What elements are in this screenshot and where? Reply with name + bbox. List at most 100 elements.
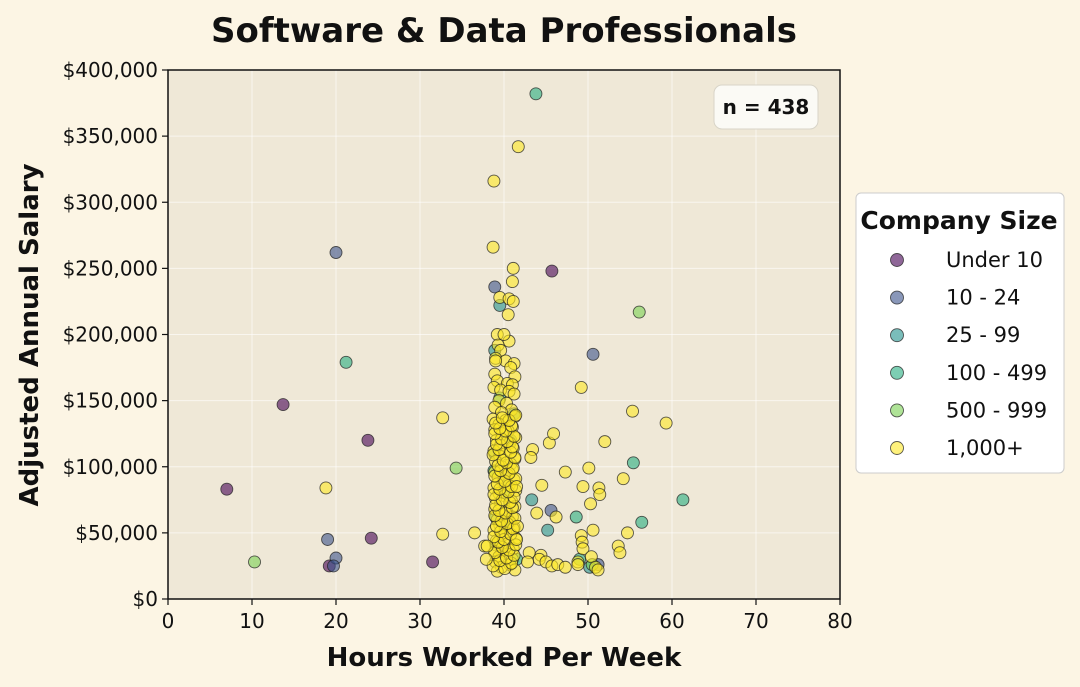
data-point	[521, 555, 534, 569]
data-point	[511, 140, 525, 154]
data-point	[574, 380, 588, 394]
data-point	[535, 478, 549, 492]
legend-title: Company Size	[860, 206, 1057, 235]
data-point	[487, 174, 501, 188]
data-point	[586, 523, 600, 537]
legend-marker	[890, 328, 904, 343]
data-point	[321, 533, 335, 546]
data-point	[364, 531, 378, 545]
data-point	[426, 555, 440, 569]
y-axis-ticks: $0 $50,000 $100,000 $150,000 $200,000 $250,00…	[63, 58, 168, 611]
data-point	[549, 510, 563, 524]
data-point	[621, 526, 634, 540]
data-point	[613, 546, 627, 560]
legend-label: 100 - 499	[946, 361, 1047, 385]
x-tick-label: 20	[323, 609, 348, 633]
data-point	[506, 294, 520, 308]
data-point	[505, 275, 519, 289]
data-point	[541, 523, 555, 537]
data-point	[507, 387, 521, 401]
data-point	[489, 354, 503, 368]
legend-marker	[890, 253, 904, 267]
data-point	[547, 427, 561, 441]
y-tick-label: $250,000	[63, 256, 158, 280]
data-point	[479, 552, 493, 566]
data-point	[488, 280, 502, 294]
data-point	[584, 497, 597, 511]
legend-marker	[890, 290, 904, 305]
data-point	[659, 416, 673, 430]
y-tick-label: $400,000	[63, 58, 158, 82]
legend: Company Size Under 10 10 - 24 25 - 99 100 -…	[855, 192, 1065, 474]
x-tick-label: 30	[407, 609, 432, 633]
data-point	[510, 519, 524, 533]
data-point	[510, 533, 524, 546]
legend-label: 500 - 999	[946, 398, 1047, 422]
data-point	[632, 305, 646, 319]
data-point	[327, 559, 340, 573]
data-point	[576, 542, 590, 556]
y-tick-label: $150,000	[63, 389, 158, 413]
data-point	[626, 404, 639, 418]
data-point	[558, 465, 572, 479]
data-point	[506, 261, 520, 275]
data-point	[509, 408, 523, 422]
data-point	[501, 308, 515, 322]
data-point	[530, 506, 544, 520]
annotation-box	[713, 84, 819, 130]
y-tick-label: $350,000	[63, 124, 158, 148]
y-tick-label: $100,000	[63, 455, 158, 479]
data-point	[276, 398, 290, 412]
x-tick-label: 60	[659, 609, 684, 633]
data-point	[525, 493, 539, 507]
data-point	[529, 87, 543, 101]
x-axis-label: Hours Worked Per Week	[327, 643, 682, 673]
x-tick-label: 80	[827, 609, 852, 633]
legend-marker	[890, 365, 904, 380]
sample-size-annotation: n = 438	[713, 84, 819, 130]
data-point	[626, 456, 640, 470]
data-point	[582, 461, 596, 475]
data-point	[593, 488, 607, 501]
y-axis-label: Adjusted Annual Salary	[15, 163, 45, 506]
data-point	[436, 527, 450, 541]
data-point	[510, 480, 524, 494]
data-point	[449, 461, 463, 475]
data-point	[598, 435, 612, 449]
data-point	[524, 451, 538, 464]
data-point	[339, 355, 353, 369]
legend-label: 10 - 24	[946, 286, 1020, 310]
legend-label: Under 10	[946, 248, 1043, 272]
legend-box	[855, 192, 1065, 474]
data-point	[329, 246, 343, 259]
data-point	[480, 539, 494, 553]
x-axis-ticks: 0 10 20 30 40 50 60 70 80	[162, 599, 853, 633]
data-point	[486, 240, 500, 254]
data-point	[571, 558, 585, 572]
annotation-text: n = 438	[723, 95, 810, 119]
x-tick-label: 40	[491, 609, 516, 633]
x-tick-label: 10	[239, 609, 264, 633]
legend-marker	[890, 441, 904, 455]
data-point	[576, 480, 590, 494]
data-point	[616, 472, 630, 486]
legend-label: 25 - 99	[946, 323, 1020, 347]
y-tick-label: $0	[133, 587, 158, 611]
data-point	[495, 411, 509, 425]
data-point	[436, 411, 450, 425]
legend-items: Under 10 10 - 24 25 - 99 100 - 499 500 - 999…	[890, 248, 1047, 460]
data-point	[558, 560, 572, 574]
data-point	[586, 347, 600, 361]
data-point	[635, 515, 649, 529]
x-tick-label: 70	[743, 609, 768, 633]
data-point	[497, 328, 511, 341]
data-point	[468, 526, 482, 540]
data-points	[220, 87, 690, 578]
data-point	[569, 510, 583, 524]
y-tick-label: $200,000	[63, 323, 158, 347]
y-tick-label: $300,000	[63, 190, 158, 214]
legend-marker	[890, 403, 904, 418]
x-tick-label: 50	[575, 609, 600, 633]
data-point	[591, 563, 605, 577]
